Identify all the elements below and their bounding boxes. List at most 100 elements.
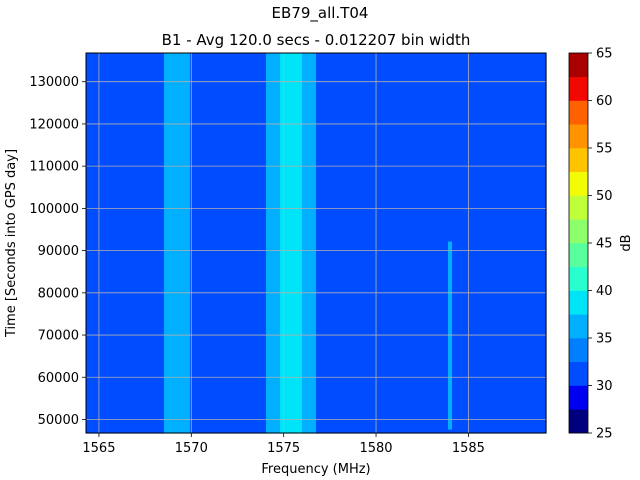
heatmap-cell <box>266 101 281 106</box>
y-tick-label: 50000 <box>38 413 79 428</box>
heatmap-cell <box>164 185 191 190</box>
heatmap-cell <box>190 425 267 430</box>
heatmap-cell <box>86 385 165 390</box>
heatmap-cell <box>266 149 281 154</box>
heatmap-cell <box>266 57 281 62</box>
heatmap-cell <box>190 329 267 334</box>
heatmap-cell <box>164 273 191 278</box>
heatmap-cell <box>280 129 303 134</box>
heatmap-cell <box>302 245 317 250</box>
heatmap-cell <box>280 401 303 406</box>
heatmap-cell <box>316 405 449 410</box>
heatmap-cell <box>164 329 191 334</box>
heatmap-cell <box>280 169 303 174</box>
heatmap-cell <box>190 129 267 134</box>
heatmap-cell <box>302 193 317 198</box>
heatmap-cell <box>448 405 453 410</box>
heatmap-cell <box>302 281 317 286</box>
heatmap-cell <box>448 381 453 386</box>
heatmap-cell <box>316 341 449 346</box>
heatmap-cell <box>164 213 191 218</box>
heatmap-cell <box>266 193 281 198</box>
heatmap-cell <box>190 237 267 242</box>
heatmap-cell <box>280 181 303 186</box>
heatmap-cell <box>316 297 449 302</box>
heatmap-cell <box>452 321 547 326</box>
heatmap-cell <box>448 257 453 262</box>
heatmap-cell <box>280 109 303 114</box>
heatmap-cell <box>266 81 281 86</box>
heatmap-cell <box>190 177 267 182</box>
heatmap-cell <box>316 181 547 186</box>
heatmap-cell <box>316 97 547 102</box>
heatmap-cell <box>316 89 547 94</box>
heatmap-cell <box>452 369 547 374</box>
heatmap-cell <box>190 401 267 406</box>
heatmap-cell <box>316 189 547 194</box>
heatmap-cell <box>302 61 317 66</box>
colorbar-swatch <box>569 361 588 386</box>
heatmap-cell <box>190 209 267 214</box>
heatmap-cell <box>302 145 317 150</box>
heatmap-cell <box>280 353 303 358</box>
heatmap-cell <box>266 173 281 178</box>
heatmap-cell <box>86 241 165 246</box>
heatmap-cell <box>316 145 547 150</box>
heatmap-cell <box>316 53 547 58</box>
heatmap-cell <box>448 293 453 298</box>
heatmap-cell <box>448 253 453 258</box>
heatmap-cell <box>448 273 453 278</box>
heatmap-cell <box>190 141 267 146</box>
heatmap-cell <box>266 65 281 70</box>
heatmap-cell <box>86 193 165 198</box>
heatmap-cell <box>316 113 547 118</box>
heatmap-cell <box>86 177 165 182</box>
heatmap-cell <box>190 253 267 258</box>
heatmap-cell <box>266 265 281 270</box>
heatmap-cell <box>448 313 453 318</box>
heatmap-cell <box>86 121 165 126</box>
heatmap-cell <box>190 345 267 350</box>
heatmap-cell <box>302 381 317 386</box>
heatmap-cell <box>266 233 281 238</box>
heatmap-cell <box>280 105 303 110</box>
heatmap-cell <box>266 421 281 426</box>
heatmap-cell <box>86 281 165 286</box>
heatmap-cell <box>86 253 165 258</box>
heatmap-cell <box>190 61 267 66</box>
heatmap-cell <box>266 429 281 434</box>
heatmap-cell <box>164 101 191 106</box>
heatmap-cell <box>316 317 449 322</box>
heatmap-cell <box>448 357 453 362</box>
heatmap-cell <box>266 293 281 298</box>
heatmap-cell <box>316 393 449 398</box>
heatmap-cell <box>190 185 267 190</box>
colorbar-tick-label: 30 <box>596 379 613 394</box>
heatmap-cell <box>86 141 165 146</box>
heatmap-cell <box>86 169 165 174</box>
heatmap-cell <box>266 361 281 366</box>
heatmap-cell <box>302 133 317 138</box>
heatmap-cell <box>190 89 267 94</box>
heatmap-cell <box>86 413 165 418</box>
heatmap-cell <box>316 377 449 382</box>
heatmap-cell <box>190 77 267 82</box>
heatmap-cell <box>86 245 165 250</box>
heatmap-cell <box>266 109 281 114</box>
heatmap-cell <box>266 285 281 290</box>
heatmap-cell <box>164 269 191 274</box>
heatmap-cell <box>316 205 547 210</box>
heatmap-cell <box>190 221 267 226</box>
heatmap-cell <box>316 369 449 374</box>
heatmap-cell <box>86 421 165 426</box>
colorbar-tick-label: 55 <box>596 142 613 157</box>
heatmap-cell <box>266 281 281 286</box>
heatmap-cell <box>164 141 191 146</box>
heatmap-cell <box>266 401 281 406</box>
heatmap-cell <box>302 173 317 178</box>
heatmap-cell <box>280 157 303 162</box>
heatmap-cell <box>86 429 165 434</box>
heatmap-cell <box>190 305 267 310</box>
heatmap-cell <box>164 245 191 250</box>
heatmap-cell <box>316 209 547 214</box>
